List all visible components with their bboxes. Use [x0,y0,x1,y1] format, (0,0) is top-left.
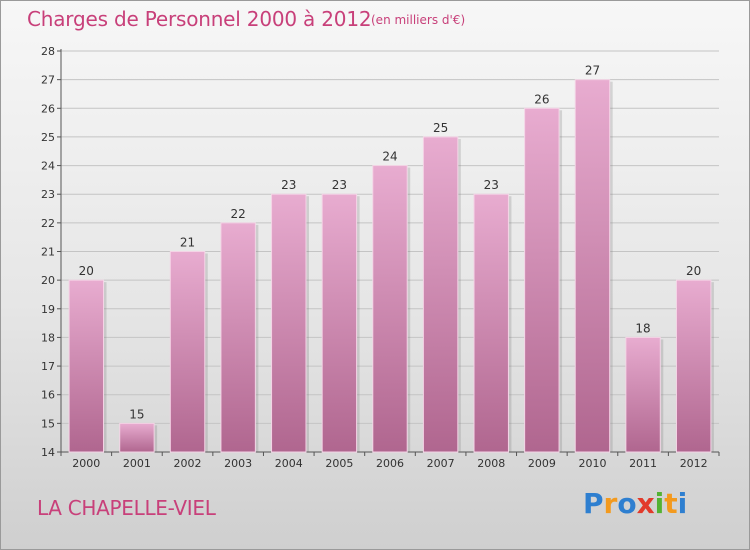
data-label: 20 [79,264,94,278]
data-labels: 20 15 21 22 23 23 24 25 23 26 27 18 20 [79,64,702,422]
y-tick-label: 14 [41,446,55,459]
data-label: 23 [332,178,347,192]
x-tick-label: 2003 [224,457,252,470]
proxiti-logo[interactable]: Proxiti [583,487,687,520]
y-tick-label: 24 [41,160,55,173]
data-label: 26 [534,92,549,106]
y-tick-label: 25 [41,131,55,144]
logo-letter: r [603,487,618,520]
x-tick-label: 2007 [427,457,455,470]
logo-letter: P [583,487,604,520]
data-label: 27 [585,64,600,78]
x-tick-label: 2000 [72,457,100,470]
x-tick-label: 2010 [578,457,606,470]
bars [68,79,714,453]
data-label: 23 [281,178,296,192]
data-label: 18 [635,321,650,335]
logo-letter: x [636,487,655,520]
data-label: 24 [382,150,397,164]
data-label: 21 [180,236,195,250]
bar [119,422,155,453]
y-tick-label: 28 [41,45,55,58]
y-tick-label: 22 [41,217,55,230]
bar [625,336,661,453]
data-label: 25 [433,121,448,135]
bar [169,251,206,453]
y-tick-label: 19 [41,303,55,316]
x-tick-label: 2002 [174,457,202,470]
bar [321,193,358,453]
x-tick-label: 2005 [325,457,353,470]
bar [675,279,712,453]
x-tick-label: 2012 [680,457,708,470]
x-tick-label: 2006 [376,457,404,470]
logo-letter: o [617,487,637,520]
y-tick-label: 26 [41,102,55,115]
y-tick-label: 27 [41,74,55,87]
x-tick-label: 2008 [477,457,505,470]
data-label: 15 [129,407,144,421]
commune-name: LA CHAPELLE-VIEL [37,496,216,520]
bar [574,79,611,453]
x-tick-label: 2004 [275,457,303,470]
x-tick-label: 2011 [629,457,657,470]
bar [473,193,509,453]
bar [524,107,560,453]
data-label: 22 [231,207,246,221]
y-tick-label: 23 [41,188,55,201]
bar [68,279,105,453]
chart-subtitle: (en milliers d'€) [371,13,466,27]
bar [372,165,408,453]
y-tick-label: 21 [41,246,55,259]
x-tick-label: 2009 [528,457,556,470]
y-tick-label: 18 [41,331,55,344]
bar [220,222,256,453]
data-label: 20 [686,264,701,278]
logo-letter: i [654,487,665,520]
logo-letter: i [677,487,688,520]
bar [271,193,307,453]
chart-title: Charges de Personnel 2000 à 2012 [27,7,372,31]
y-tick-label: 15 [41,417,55,430]
logo-letter: t [664,487,678,520]
y-tick-label: 20 [41,274,55,287]
y-tick-label: 16 [41,389,55,402]
x-tick-label: 2001 [123,457,151,470]
data-label: 23 [484,178,499,192]
bar [422,136,459,453]
y-tick-label: 17 [41,360,55,373]
